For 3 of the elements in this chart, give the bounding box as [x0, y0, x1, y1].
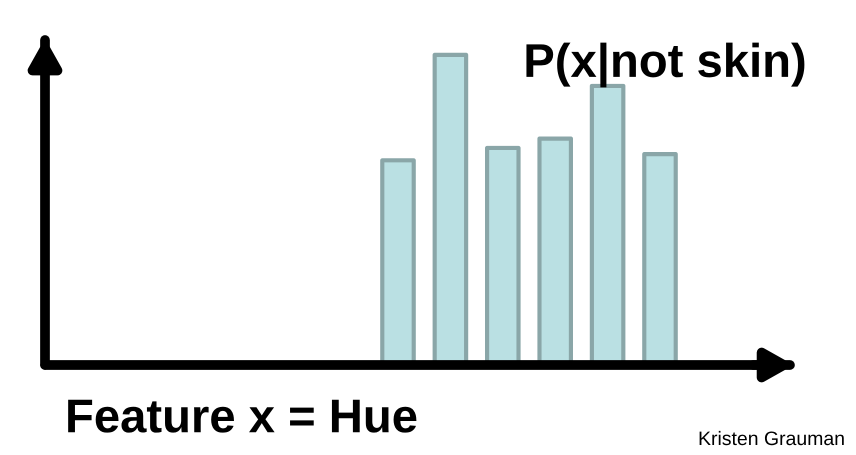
- text: Kristen Grauman: [700, 430, 844, 446]
- x-axis-title: Feature x = Hue: [68, 400, 416, 433]
- chart-title: P(x|not skin): [526, 42, 804, 88]
